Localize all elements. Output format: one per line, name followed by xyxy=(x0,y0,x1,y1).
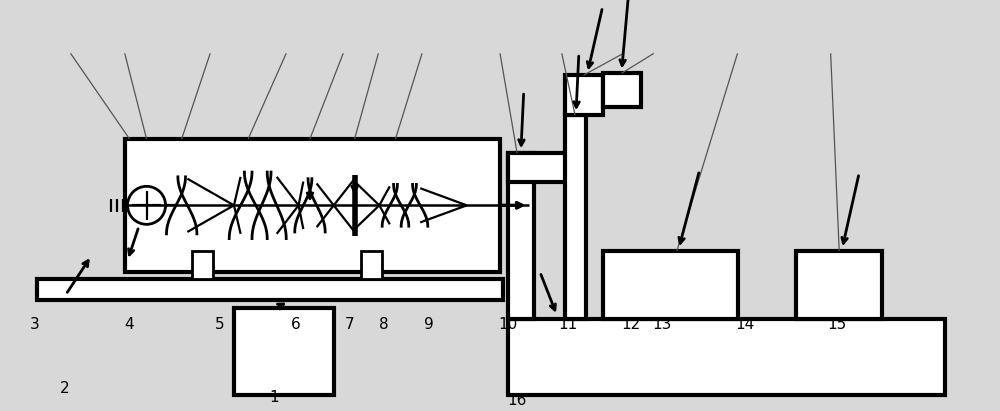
Bar xyxy=(565,115,586,319)
Bar xyxy=(565,75,603,115)
Bar xyxy=(508,153,534,319)
Bar xyxy=(192,251,213,279)
Text: 8: 8 xyxy=(379,316,389,332)
Text: 2: 2 xyxy=(60,381,70,396)
Bar xyxy=(603,73,641,107)
Bar xyxy=(125,139,500,272)
Text: 14: 14 xyxy=(736,316,755,332)
Text: 3: 3 xyxy=(30,316,39,332)
Bar xyxy=(796,251,882,319)
Bar xyxy=(508,319,945,395)
Text: 15: 15 xyxy=(828,316,847,332)
Bar xyxy=(361,251,382,279)
Bar xyxy=(37,279,503,300)
Text: 13: 13 xyxy=(652,316,671,332)
Text: 1: 1 xyxy=(269,390,279,405)
Text: 9: 9 xyxy=(424,316,434,332)
Text: 10: 10 xyxy=(498,316,517,332)
Bar xyxy=(234,308,334,395)
Text: 7: 7 xyxy=(345,316,355,332)
Bar xyxy=(508,153,576,182)
Text: 12: 12 xyxy=(621,316,641,332)
Text: 11: 11 xyxy=(559,316,578,332)
Text: 6: 6 xyxy=(291,316,301,332)
Text: 5: 5 xyxy=(215,316,225,332)
Text: 16: 16 xyxy=(507,393,527,408)
Bar xyxy=(603,251,738,319)
Text: 4: 4 xyxy=(125,316,134,332)
